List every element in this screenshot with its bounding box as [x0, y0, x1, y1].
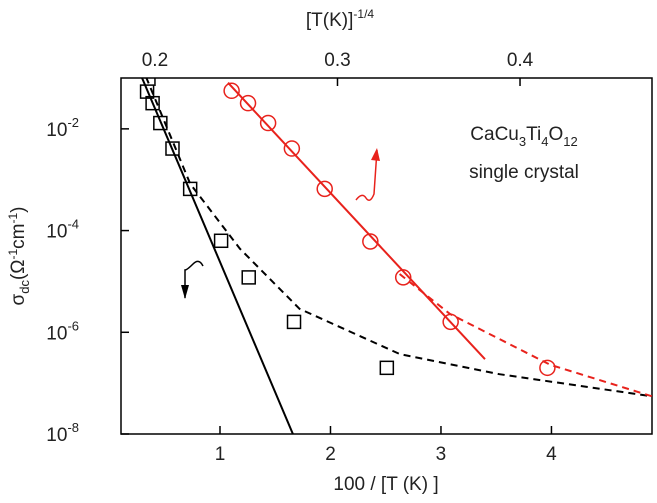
formula-part: 3 — [519, 134, 526, 149]
formula-part: Ti — [526, 124, 541, 145]
data-point — [283, 140, 301, 157]
y-tick-exp: -8 — [67, 420, 79, 435]
y-tick-base: 10 — [46, 425, 67, 446]
data-point — [362, 233, 379, 250]
y-label-part: -1 — [6, 213, 20, 224]
formula-part: 12 — [563, 134, 577, 149]
y-axis-label: σdc(Ω-1cm-1) — [6, 207, 32, 306]
y-tick-label: 10-2 — [46, 115, 79, 141]
y-tick-exp: -6 — [67, 318, 79, 333]
y-label-part: -1 — [6, 249, 20, 260]
arrow-down — [184, 260, 204, 298]
y-label-part: σ — [8, 294, 29, 306]
y-label-part: cm — [8, 224, 29, 249]
y-tick-base: 10 — [46, 120, 67, 141]
y-tick-label: 10-4 — [46, 217, 79, 243]
x-tick-label: 2 — [325, 444, 336, 465]
plot-frame — [120, 77, 653, 435]
data-point — [145, 95, 160, 111]
formula: CaCu3Ti4O12 — [470, 124, 577, 149]
formula-part: CaCu — [470, 124, 519, 145]
formula-part: 4 — [541, 134, 548, 149]
x2-label-base: [T(K)] — [306, 10, 354, 31]
data-point — [213, 233, 229, 249]
data-point — [316, 180, 333, 198]
data-point — [259, 114, 277, 132]
data-point — [139, 84, 155, 99]
y-tick-base: 10 — [46, 222, 67, 243]
arrow-head — [371, 148, 380, 161]
x2-tick-label: 0.3 — [324, 50, 350, 71]
y-tick-label: 10-8 — [46, 420, 79, 446]
y-tick-exp: -2 — [67, 115, 79, 130]
x2-tick-label: 0.4 — [507, 50, 534, 71]
data-line — [398, 273, 652, 398]
data-point — [239, 94, 257, 112]
y-tick-label: 10-6 — [46, 318, 79, 344]
x-tick-label: 1 — [215, 444, 226, 465]
x2-tick-label: 0.2 — [142, 50, 168, 71]
arrow-up — [355, 149, 378, 201]
data-point — [286, 314, 302, 330]
x2-axis-label: [T(K)]-1/4 — [306, 7, 375, 31]
data-point — [241, 270, 256, 285]
data-point — [379, 360, 395, 376]
note: single crystal — [469, 162, 579, 183]
formula-part: O — [548, 124, 563, 145]
data-point — [153, 115, 168, 131]
data-line — [227, 82, 486, 360]
y-tick-exp: -4 — [67, 217, 79, 232]
x-axis-label: 100 / [T (K) ] — [333, 474, 438, 495]
data-point — [539, 359, 556, 377]
data-point — [165, 141, 180, 156]
data-line — [140, 78, 294, 434]
y-label-part: dc — [17, 280, 32, 294]
y-label-part: (Ω — [8, 260, 29, 281]
arrow-head — [181, 285, 189, 299]
y-label-part: ) — [8, 207, 29, 213]
x-tick-label: 4 — [546, 444, 557, 465]
x-tick-label: 3 — [436, 444, 447, 465]
data-point — [223, 82, 240, 100]
x2-label-exp: -1/4 — [353, 7, 374, 21]
y-tick-base: 10 — [46, 323, 67, 344]
data-line — [145, 78, 652, 398]
